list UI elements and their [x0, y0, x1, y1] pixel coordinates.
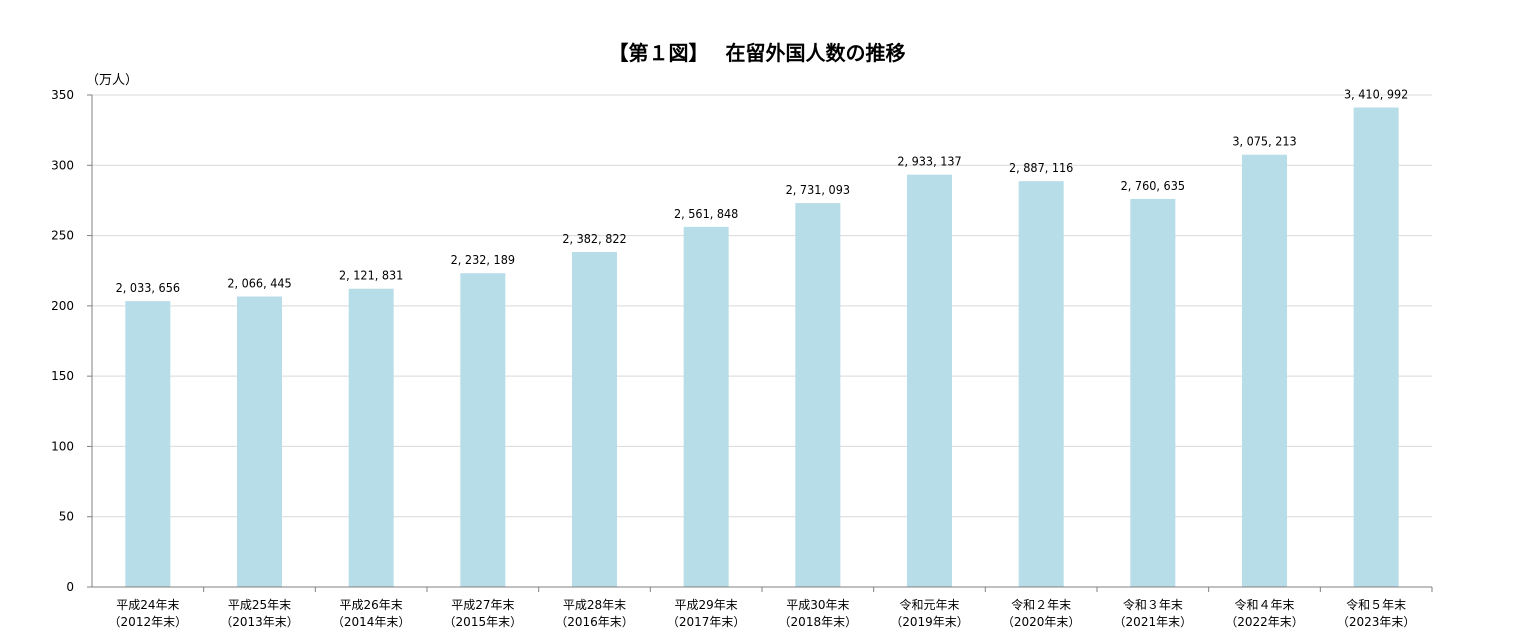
bar — [1018, 181, 1064, 587]
y-tick-label: 0 — [66, 580, 74, 594]
data-label: 2, 561, 848 — [674, 206, 738, 221]
y-tick-label: 150 — [51, 369, 74, 383]
data-label: 2, 232, 189 — [451, 252, 515, 267]
x-tick-label: 令和４年末 — [1234, 597, 1294, 612]
data-label: 2, 066, 445 — [227, 276, 291, 291]
x-tick-label-year: （2018年末） — [779, 615, 858, 629]
x-tick-label: 平成28年末 — [563, 598, 626, 612]
bar — [907, 174, 952, 587]
bars — [125, 107, 1399, 588]
data-label: 2, 121, 831 — [339, 268, 403, 283]
bar — [572, 252, 617, 587]
x-tick-label-year: （2020年末） — [1002, 615, 1081, 629]
x-tick-label: 平成26年末 — [340, 598, 403, 612]
data-label: 3, 075, 213 — [1232, 134, 1296, 149]
x-tick-label: 令和元年末 — [899, 597, 959, 612]
bar — [237, 296, 282, 587]
gridlines — [92, 94, 1432, 518]
data-label: 2, 731, 093 — [786, 182, 850, 197]
x-tick-label: 平成30年末 — [786, 598, 849, 612]
x-tick-label-year: （2016年末） — [555, 615, 634, 629]
y-tick-label: 300 — [51, 158, 74, 172]
bar — [125, 301, 171, 587]
y-tick-label: 50 — [59, 510, 74, 524]
bar — [1353, 107, 1399, 588]
y-tick-label: 200 — [51, 299, 74, 313]
x-tick-label: 平成24年末 — [116, 598, 179, 612]
data-label: 2, 382, 822 — [562, 231, 626, 246]
x-tick-label: 平成29年末 — [675, 598, 738, 612]
data-label: 2, 033, 656 — [116, 280, 180, 295]
data-labels: 2, 033, 656 2, 066, 445 2, 121, 831 2, 232,… — [116, 87, 1409, 296]
x-tick-label-year: （2021年末） — [1114, 615, 1193, 629]
x-tick-label: 平成27年末 — [451, 598, 514, 612]
x-tick-label-year: （2015年末） — [444, 615, 523, 629]
x-tick-label-year: （2013年末） — [220, 615, 299, 629]
x-tick-label-year: （2017年末） — [667, 615, 746, 629]
bar — [1242, 154, 1287, 587]
y-axis-unit-label: （万人） — [86, 73, 138, 88]
bar — [348, 288, 394, 587]
chart-title: 【第１図】 在留外国人数の推移 — [609, 41, 906, 65]
x-axis-labels: 平成24年末 （2012年末） 平成25年末 （2013年末） 平成26年末 （2014年… — [109, 587, 1433, 629]
data-label: 2, 760, 635 — [1121, 178, 1185, 193]
x-tick-label-year: （2019年末） — [890, 615, 969, 629]
bar — [1130, 198, 1176, 587]
x-tick-label: 平成25年末 — [228, 598, 291, 612]
bar — [683, 226, 729, 587]
x-tick-label-year: （2023年末） — [1337, 615, 1416, 629]
bar — [795, 203, 841, 587]
data-label: 3, 410, 992 — [1344, 87, 1408, 102]
y-tick-label: 100 — [51, 439, 74, 453]
x-tick-label-year: （2012年末） — [109, 615, 188, 629]
y-axis-ticks: 0 50 100 150 200 250 300 350 — [51, 88, 92, 594]
x-tick-label: 令和２年末 — [1011, 597, 1071, 612]
y-tick-label: 350 — [51, 88, 74, 102]
x-tick-label-year: （2014年末） — [332, 615, 411, 629]
x-tick-label-year: （2022年末） — [1225, 615, 1304, 629]
x-tick-label: 令和３年末 — [1123, 597, 1183, 612]
x-tick-label: 令和５年末 — [1346, 597, 1406, 612]
y-tick-label: 250 — [51, 229, 74, 243]
bar — [460, 273, 506, 587]
data-label: 2, 887, 116 — [1009, 160, 1073, 175]
data-label: 2, 933, 137 — [897, 154, 961, 169]
